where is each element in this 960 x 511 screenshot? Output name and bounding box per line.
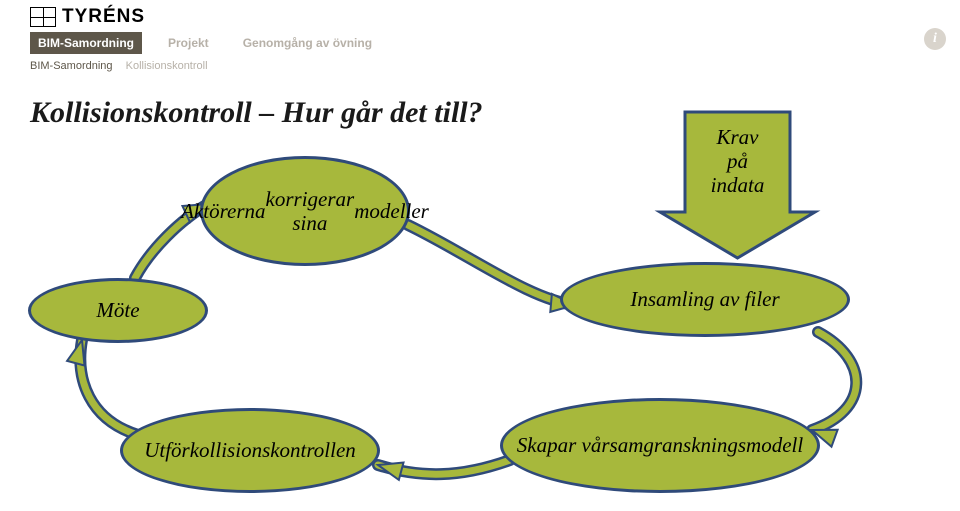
page-title: Kollisionskontroll – Hur går det till? [30,96,483,130]
tab-bim-samordning[interactable]: BIM-Samordning [30,32,142,54]
tab-projekt[interactable]: Projekt [160,32,217,54]
node-aktorerna: Aktörernakorrigerar sinamodeller [200,156,410,266]
logo-text: TYRÉNS [62,6,145,28]
node-skapar: Skapar vårsamgranskningsmodell [500,398,820,493]
downarrow-label: Kravpåindata [711,125,765,197]
breadcrumb-level-1: BIM-Samordning [30,60,113,72]
breadcrumb: BIM-Samordning Kollisionskontroll [30,60,208,72]
flow-arrow [80,340,138,435]
logo-mark-icon [30,7,56,27]
flow-arrow [408,225,575,305]
flow-arrow [378,460,510,474]
downarrow-krav [660,112,815,258]
flow-arrow [812,332,856,430]
brand-logo: TYRÉNS [30,6,145,28]
main-nav: BIM-Samordning Projekt Genomgång av övni… [30,32,380,54]
node-mote: Möte [28,278,208,343]
info-icon[interactable]: i [924,28,946,50]
tab-genomgang[interactable]: Genomgång av övning [235,32,380,54]
breadcrumb-level-2: Kollisionskontroll [126,60,208,72]
node-utfor: Utförkollisionskontrollen [120,408,380,493]
node-insamling: Insamling av filer [560,262,850,337]
